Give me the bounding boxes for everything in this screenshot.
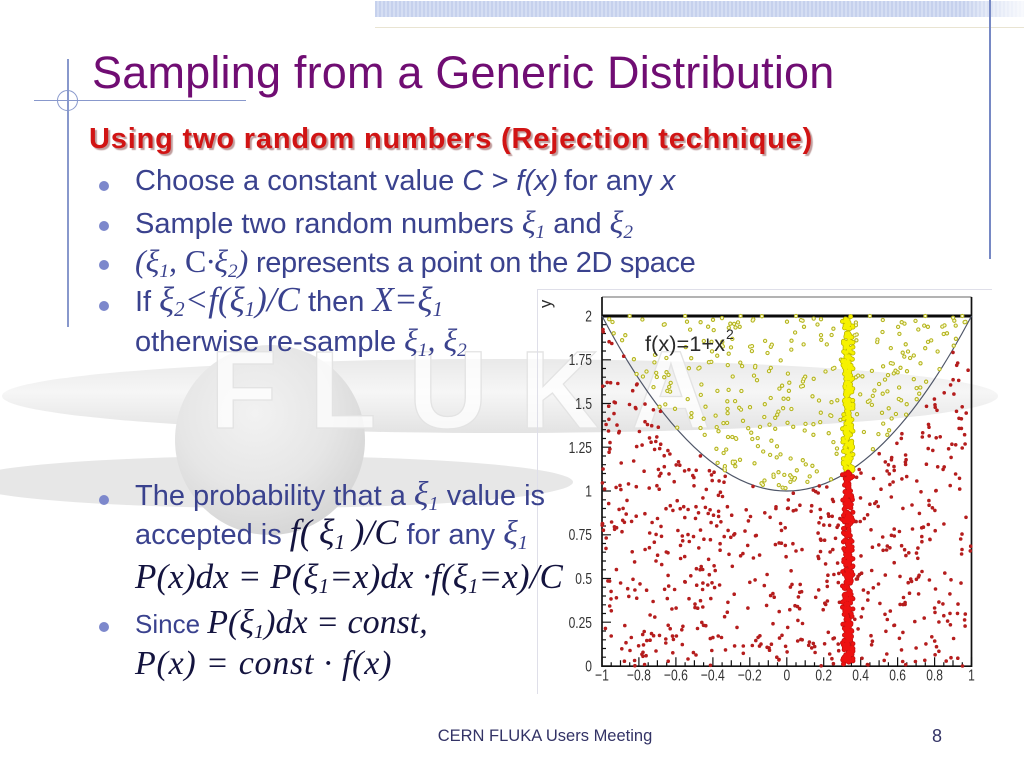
svg-text:0.2: 0.2 [815,668,832,685]
svg-text:0: 0 [783,668,790,685]
svg-text:1.75: 1.75 [569,352,592,369]
svg-text:2: 2 [585,309,592,326]
svg-text:−1: −1 [595,668,609,685]
svg-text:0.4: 0.4 [852,668,869,685]
svg-text:1: 1 [585,484,592,501]
svg-text:−0.4: −0.4 [701,668,725,685]
svg-text:1.5: 1.5 [575,396,592,413]
svg-text:0.25: 0.25 [569,615,592,632]
svg-text:0.6: 0.6 [889,668,906,685]
svg-text:f(x)=1+x: f(x)=1+x [645,332,725,356]
svg-text:2: 2 [726,326,734,342]
svg-text:0: 0 [585,659,592,676]
svg-text:1: 1 [968,668,975,685]
svg-text:0.8: 0.8 [926,668,943,685]
svg-text:−0.8: −0.8 [627,668,651,685]
svg-text:0.75: 0.75 [569,527,592,544]
svg-text:0.5: 0.5 [575,571,592,588]
svg-text:FLUKA: FLUKA [210,329,743,452]
svg-text:y: y [537,299,555,308]
svg-text:−0.6: −0.6 [664,668,688,685]
svg-text:1.25: 1.25 [569,440,592,457]
svg-text:−0.2: −0.2 [738,668,762,685]
